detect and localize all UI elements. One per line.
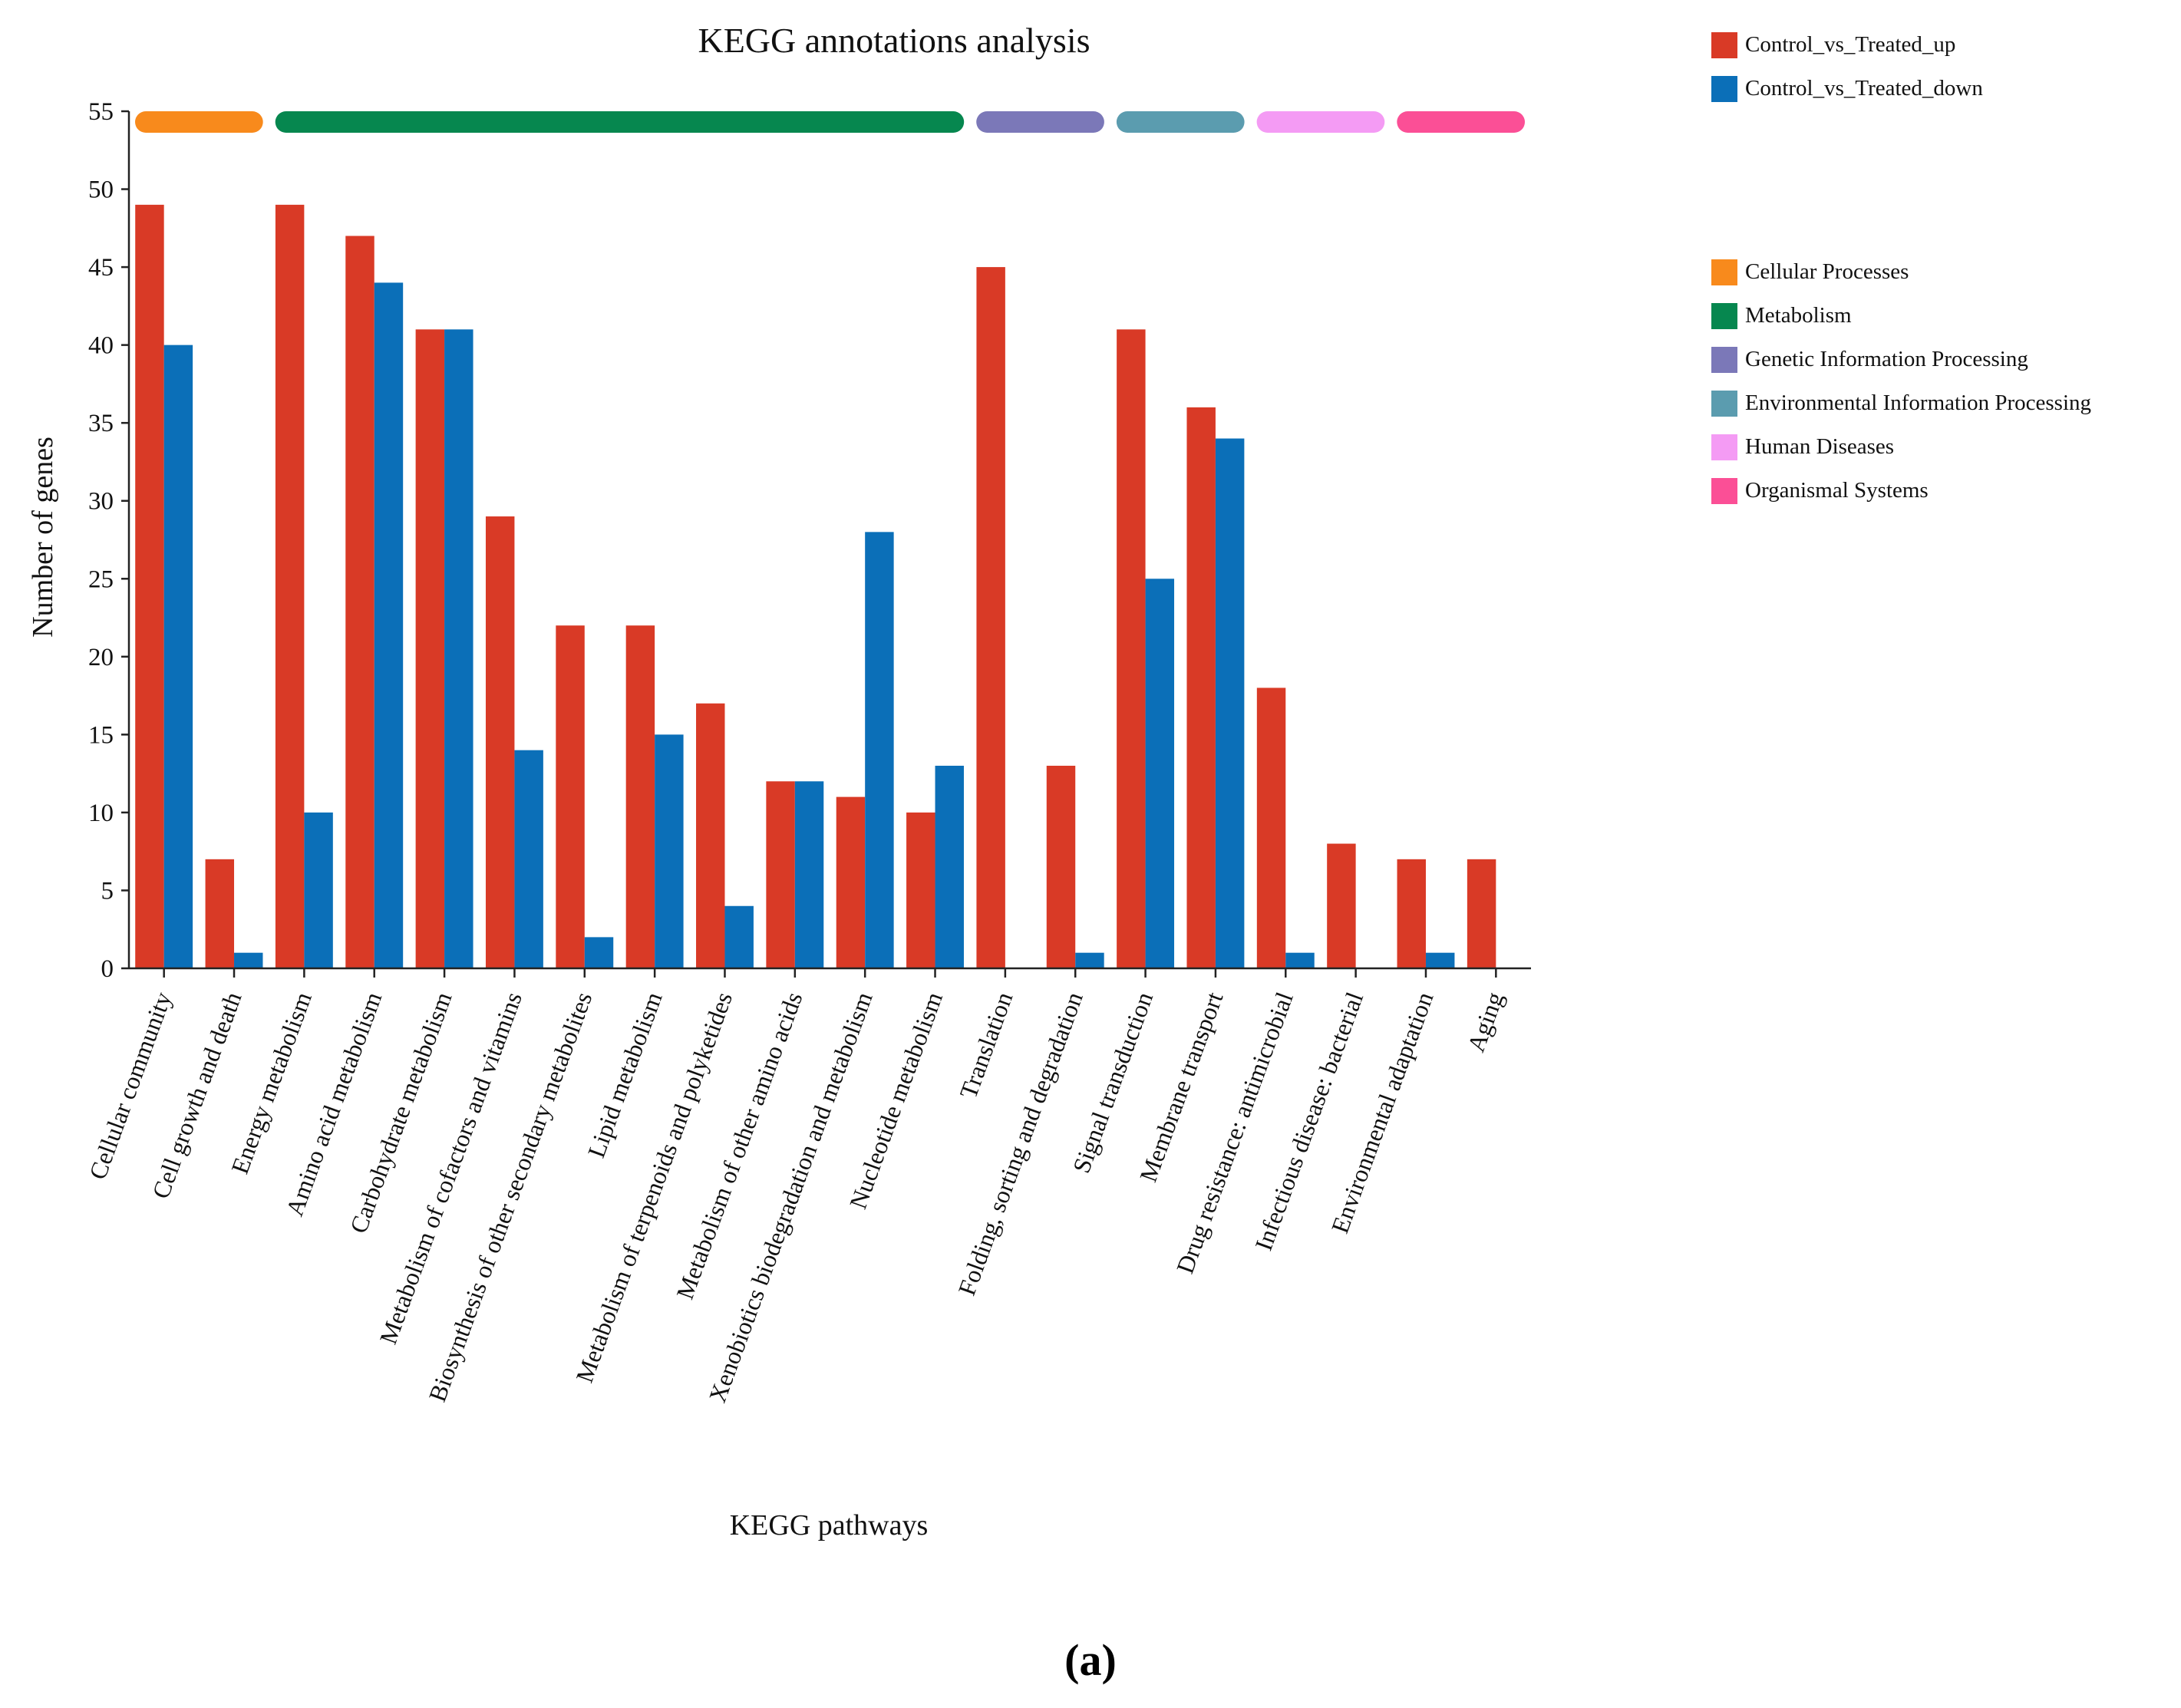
bar-Control_vs_Treated_up-7: [625, 625, 655, 968]
legend-item: Control_vs_Treated_down: [1711, 67, 1983, 110]
y-tick-label: 40: [88, 332, 114, 360]
legend-swatch: [1711, 477, 1737, 504]
bar-Control_vs_Treated_down-7: [655, 734, 684, 968]
x-tick-label: Lipid metabolism: [582, 988, 667, 1161]
legend-item: Control_vs_Treated_up: [1711, 23, 1983, 67]
y-tick-label: 55: [88, 98, 114, 126]
bar-Control_vs_Treated_up-17: [1327, 843, 1356, 968]
y-tick-label: 10: [88, 800, 114, 827]
pathway-category-legend: Cellular Processes Metabolism Genetic Info…: [1711, 250, 2091, 513]
legend-swatch: [1711, 259, 1737, 285]
legend-label: Metabolism: [1745, 303, 1852, 328]
legend-swatch: [1711, 75, 1737, 102]
legend-item: Cellular Processes: [1711, 250, 2091, 294]
bar-Control_vs_Treated_down-2: [304, 812, 333, 968]
panel-label: (a): [1064, 1635, 1117, 1685]
legend-swatch: [1711, 390, 1737, 417]
bar-Control_vs_Treated_down-6: [584, 937, 614, 968]
bar-Control_vs_Treated_up-1: [205, 859, 235, 968]
y-tick-label: 20: [88, 644, 114, 671]
y-tick-label: 35: [88, 410, 114, 437]
legend-label: Genetic Information Processing: [1745, 347, 2028, 371]
legend-label: Control_vs_Treated_down: [1745, 76, 1983, 101]
bar-Control_vs_Treated_down-15: [1215, 438, 1245, 968]
bar-Control_vs_Treated_up-5: [485, 516, 515, 968]
x-tick-label: Metabolism of cofactors and vitamins: [374, 988, 527, 1347]
bar-Control_vs_Treated_down-14: [1145, 579, 1175, 968]
legend-label: Organismal Systems: [1745, 478, 1929, 503]
bar-Control_vs_Treated_down-5: [514, 750, 543, 968]
x-tick-label: Metabolism of other amino acids: [671, 988, 808, 1303]
bar-Control_vs_Treated_down-9: [794, 781, 824, 968]
bar-Control_vs_Treated_up-8: [696, 703, 725, 968]
x-tick-label: Folding, sorting and degradation: [952, 988, 1088, 1299]
bar-Control_vs_Treated_up-3: [345, 236, 374, 968]
legend-item: Environmental Information Processing: [1711, 381, 2091, 425]
legend-label: Cellular Processes: [1745, 259, 1909, 284]
bar-Control_vs_Treated_down-18: [1425, 952, 1455, 968]
bar-Control_vs_Treated_down-8: [724, 905, 754, 968]
y-tick-label: 45: [88, 254, 114, 282]
pathway-group-bar-genetic-information-processing: [976, 111, 1104, 133]
bar-Control_vs_Treated_down-1: [234, 952, 263, 968]
bar-Control_vs_Treated_down-16: [1285, 952, 1315, 968]
y-tick-label: 0: [101, 955, 114, 983]
legend-swatch: [1711, 302, 1737, 329]
bar-Control_vs_Treated_down-11: [935, 765, 964, 968]
bar-Control_vs_Treated_up-16: [1256, 687, 1286, 968]
bar-Control_vs_Treated_up-6: [556, 625, 585, 968]
pathway-group-bar-metabolism: [275, 111, 965, 133]
legend-item: Human Diseases: [1711, 425, 2091, 469]
y-axis-ticks: 0 5 10 15 20 25 30 35 40 45 50 55: [88, 98, 129, 983]
bar-Control_vs_Treated_up-10: [836, 796, 866, 968]
bar-Control_vs_Treated_up-4: [415, 329, 445, 968]
legend-label: Human Diseases: [1745, 434, 1895, 459]
bar-Control_vs_Treated_up-0: [135, 204, 164, 968]
bar-Control_vs_Treated_down-3: [374, 282, 404, 968]
bar-Control_vs_Treated_down-13: [1075, 952, 1104, 968]
bar-Control_vs_Treated_down-4: [444, 329, 473, 968]
bar-Control_vs_Treated_up-19: [1467, 859, 1496, 968]
y-tick-label: 50: [88, 176, 114, 204]
legend-item: Metabolism: [1711, 294, 2091, 338]
legend-item: Genetic Information Processing: [1711, 338, 2091, 381]
y-tick-label: 5: [101, 877, 114, 905]
legend-item: Organismal Systems: [1711, 469, 2091, 513]
y-tick-label: 15: [88, 721, 114, 749]
legend-swatch: [1711, 31, 1737, 58]
x-tick-label: Translation: [954, 988, 1018, 1102]
legend-swatch: [1711, 434, 1737, 460]
y-tick-label: 30: [88, 488, 114, 516]
bar-Control_vs_Treated_up-2: [275, 204, 305, 968]
bar-Control_vs_Treated_up-11: [906, 812, 935, 968]
legend-swatch: [1711, 346, 1737, 373]
pathway-group-bars: [135, 111, 1525, 133]
bar-Control_vs_Treated_up-13: [1046, 765, 1076, 968]
bars: [135, 204, 1496, 968]
legend-label: Control_vs_Treated_up: [1745, 32, 1956, 57]
bar-Control_vs_Treated_down-0: [163, 345, 193, 968]
pathway-group-bar-organismal-systems: [1397, 111, 1525, 133]
y-tick-label: 25: [88, 565, 114, 593]
series-legend: Control_vs_Treated_up Control_vs_Treated_…: [1711, 23, 1983, 110]
legend-label: Environmental Information Processing: [1745, 391, 2092, 415]
pathway-group-bar-human-diseases: [1256, 111, 1385, 133]
bar-Control_vs_Treated_up-12: [976, 267, 1005, 968]
x-tick-label: Aging: [1462, 988, 1509, 1055]
chart-title: KEGG annotations analysis: [698, 21, 1090, 60]
bar-Control_vs_Treated_up-9: [766, 781, 795, 968]
bar-Control_vs_Treated_up-15: [1186, 407, 1216, 968]
bar-Control_vs_Treated_down-10: [865, 532, 894, 968]
bar-Control_vs_Treated_up-18: [1397, 859, 1426, 968]
bar-Control_vs_Treated_up-14: [1117, 329, 1146, 968]
pathway-group-bar-environmental-information-processing: [1116, 111, 1245, 133]
y-axis-label: Number of genes: [27, 437, 59, 638]
x-axis-label: KEGG pathways: [730, 1509, 929, 1541]
pathway-group-bar-cellular-processes: [135, 111, 263, 133]
